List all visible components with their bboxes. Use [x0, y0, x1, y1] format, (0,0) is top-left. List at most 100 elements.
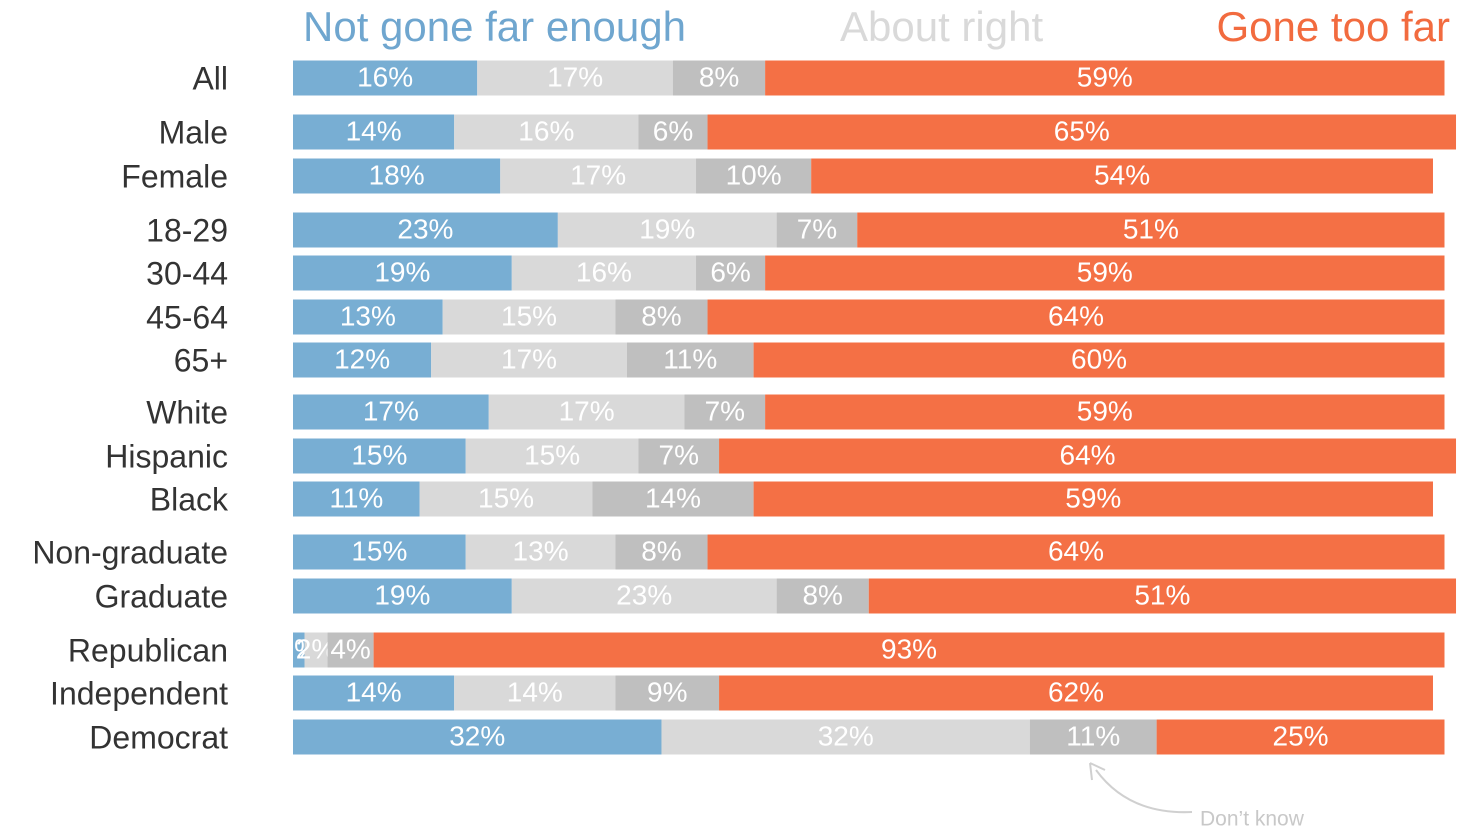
category-label: Black [150, 481, 229, 517]
value-label: 17% [363, 395, 419, 426]
bar-segment [765, 394, 1445, 430]
value-label: 25% [1273, 720, 1329, 751]
bar-segment [661, 719, 1030, 755]
value-label: 16% [576, 256, 632, 287]
legend-entry: Gone too far [1217, 3, 1450, 50]
bar-segment [293, 212, 558, 248]
bar-segment [488, 394, 685, 430]
value-label: 23% [397, 213, 453, 244]
value-label: 8% [641, 300, 681, 331]
value-label: 11% [663, 343, 717, 374]
bar-segment [511, 578, 777, 614]
value-label: 8% [802, 579, 842, 610]
category-label: White [146, 394, 228, 430]
bar-segment [500, 158, 697, 194]
value-label: 8% [641, 535, 681, 566]
value-label: 10% [726, 159, 782, 190]
bar-segment [592, 481, 754, 517]
category-label: Male [159, 114, 228, 150]
bar-segment [707, 114, 1457, 150]
bar-segment [696, 158, 812, 194]
annotation-arrow [1095, 769, 1193, 814]
value-label: 15% [524, 439, 580, 470]
value-label: 59% [1077, 256, 1133, 287]
value-label: 51% [1134, 579, 1190, 610]
bar-segment [765, 255, 1445, 291]
value-label: 54% [1094, 159, 1150, 190]
category-label: 45-64 [146, 299, 228, 335]
value-label: 19% [374, 579, 430, 610]
value-label: 51% [1123, 213, 1179, 244]
value-label: 7% [659, 439, 699, 470]
bar-segment [638, 438, 720, 474]
value-label: 59% [1077, 61, 1133, 92]
value-label: 15% [351, 439, 407, 470]
bar-segment [707, 299, 1445, 335]
value-label: 8% [699, 61, 739, 92]
value-label: 7% [797, 213, 837, 244]
value-label: 19% [639, 213, 695, 244]
bar-segment [293, 114, 455, 150]
bar-segment [293, 158, 501, 194]
value-label: 32% [818, 720, 874, 751]
category-label: Independent [50, 675, 228, 711]
bar-segment [696, 255, 766, 291]
bar-segment [719, 675, 1433, 711]
bar-segment [293, 534, 466, 570]
category-label: 65+ [174, 342, 228, 378]
legend-entry: Not gone far enough [303, 3, 686, 50]
category-label: Hispanic [105, 438, 228, 474]
value-label: 11% [1066, 720, 1120, 751]
value-label: 6% [710, 256, 750, 287]
bar-segment [1156, 719, 1445, 755]
value-label: 17% [559, 395, 615, 426]
annotation-arrowhead [1089, 762, 1106, 781]
value-label: 16% [357, 61, 413, 92]
bar-segment [293, 632, 305, 668]
value-label: 60% [1071, 343, 1127, 374]
bar-segment [615, 534, 708, 570]
category-label: Graduate [95, 578, 228, 614]
bar-segment [626, 342, 754, 378]
value-label: 93% [881, 633, 937, 664]
bar-segment [857, 212, 1445, 248]
value-label: 4% [330, 633, 370, 664]
value-label: 14% [645, 482, 701, 513]
bar-segment [707, 534, 1445, 570]
bar-segment [431, 342, 627, 378]
bar-segment [465, 534, 616, 570]
value-label: 19% [374, 256, 430, 287]
bar-segment [672, 60, 766, 96]
bar-segment [615, 675, 720, 711]
bar-segment [327, 632, 374, 668]
bar-segment [1029, 719, 1157, 755]
bar-segment [293, 342, 432, 378]
value-label: 14% [346, 115, 402, 146]
category-label: Non-graduate [32, 534, 228, 570]
value-label: 15% [351, 535, 407, 566]
bar-segment [465, 438, 639, 474]
bar-segment [765, 60, 1445, 96]
bar-segment [753, 342, 1445, 378]
bar-segment [753, 481, 1433, 517]
value-label: 15% [478, 482, 534, 513]
bar-segment [293, 394, 489, 430]
category-label: Republican [68, 632, 228, 668]
value-label: 7% [705, 395, 745, 426]
bar-segment [638, 114, 708, 150]
bar-segment [373, 632, 1445, 668]
value-label: 12% [334, 343, 390, 374]
bar-segment [419, 481, 593, 517]
bar-segment [293, 255, 512, 291]
value-label: 9% [647, 676, 687, 707]
value-label: 17% [501, 343, 557, 374]
category-label: 30-44 [146, 255, 228, 291]
bar-segment [293, 578, 512, 614]
value-label: 23% [616, 579, 672, 610]
category-label: 18-29 [146, 212, 228, 248]
category-label: Democrat [89, 719, 228, 755]
bar-segment [811, 158, 1433, 194]
category-label: All [192, 60, 228, 96]
value-label: 62% [1048, 676, 1104, 707]
